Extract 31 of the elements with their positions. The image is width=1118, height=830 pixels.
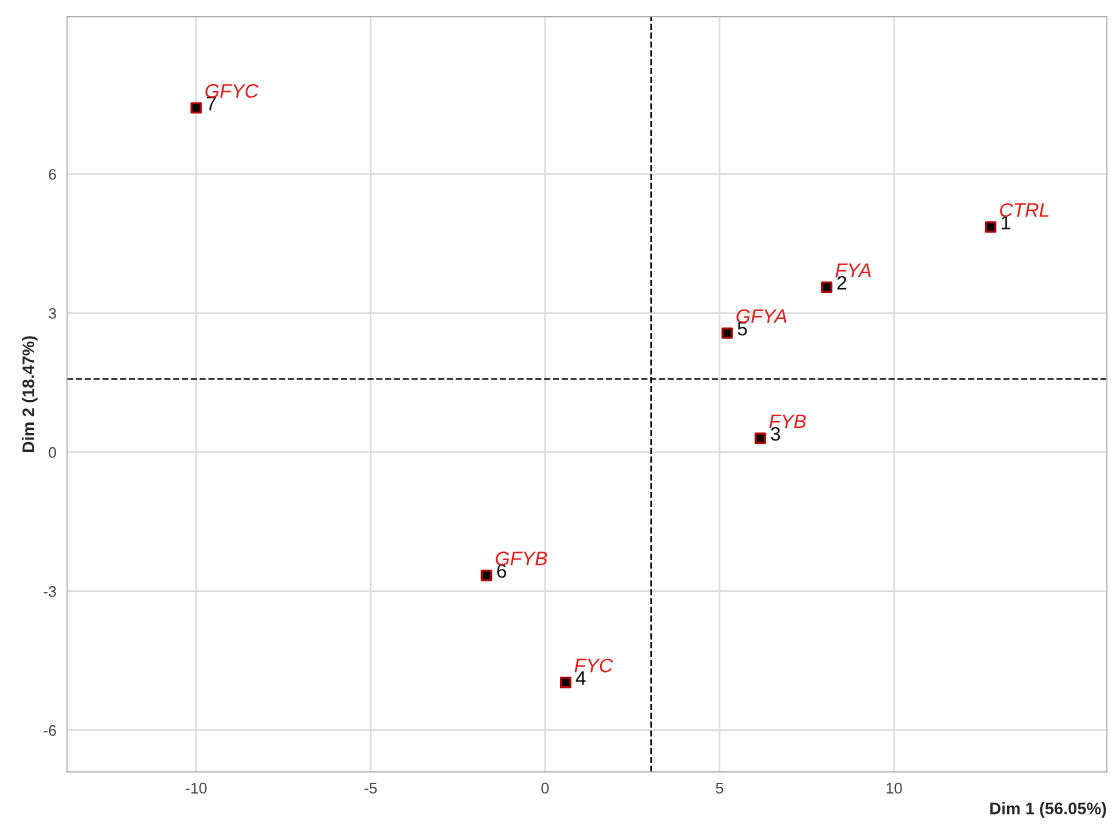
y-tick-label: -3 <box>43 586 56 597</box>
point <box>984 221 997 233</box>
point <box>820 281 833 293</box>
point <box>754 432 767 444</box>
point <box>190 102 202 114</box>
y-tick-label: 3 <box>48 308 56 319</box>
annotation: 7 <box>206 96 216 111</box>
point <box>721 327 733 339</box>
x-tick-label: 0 <box>541 782 549 794</box>
x-tick-label: -5 <box>364 782 377 794</box>
annotation: CTRL <box>1000 203 1049 217</box>
annotation: 2 <box>837 275 847 290</box>
point <box>480 569 493 582</box>
annotation: FYB <box>769 414 806 429</box>
annotation: 5 <box>737 321 747 336</box>
annotation: 4 <box>575 671 586 685</box>
annotation: FYC <box>574 658 613 673</box>
x-tick-label: 5 <box>715 782 724 794</box>
annotation: FYA <box>835 263 871 277</box>
y-tick-label: 6 <box>48 169 56 180</box>
y-axis-title: Dim 2 (18.47%) <box>21 336 38 452</box>
x-tick-label: -10 <box>185 782 207 794</box>
y-tick-label: -6 <box>43 725 56 736</box>
annotation: 1 <box>1001 215 1011 230</box>
point <box>559 676 572 689</box>
y-tick-label: 0 <box>48 447 57 458</box>
annotation: GFYC <box>205 84 259 98</box>
x-axis-title: Dim 1 (56.05%) <box>990 802 1106 818</box>
annotation: GFYB <box>495 551 548 566</box>
annotation: GFYA <box>736 309 787 324</box>
x-tick-label: 10 <box>886 782 902 794</box>
